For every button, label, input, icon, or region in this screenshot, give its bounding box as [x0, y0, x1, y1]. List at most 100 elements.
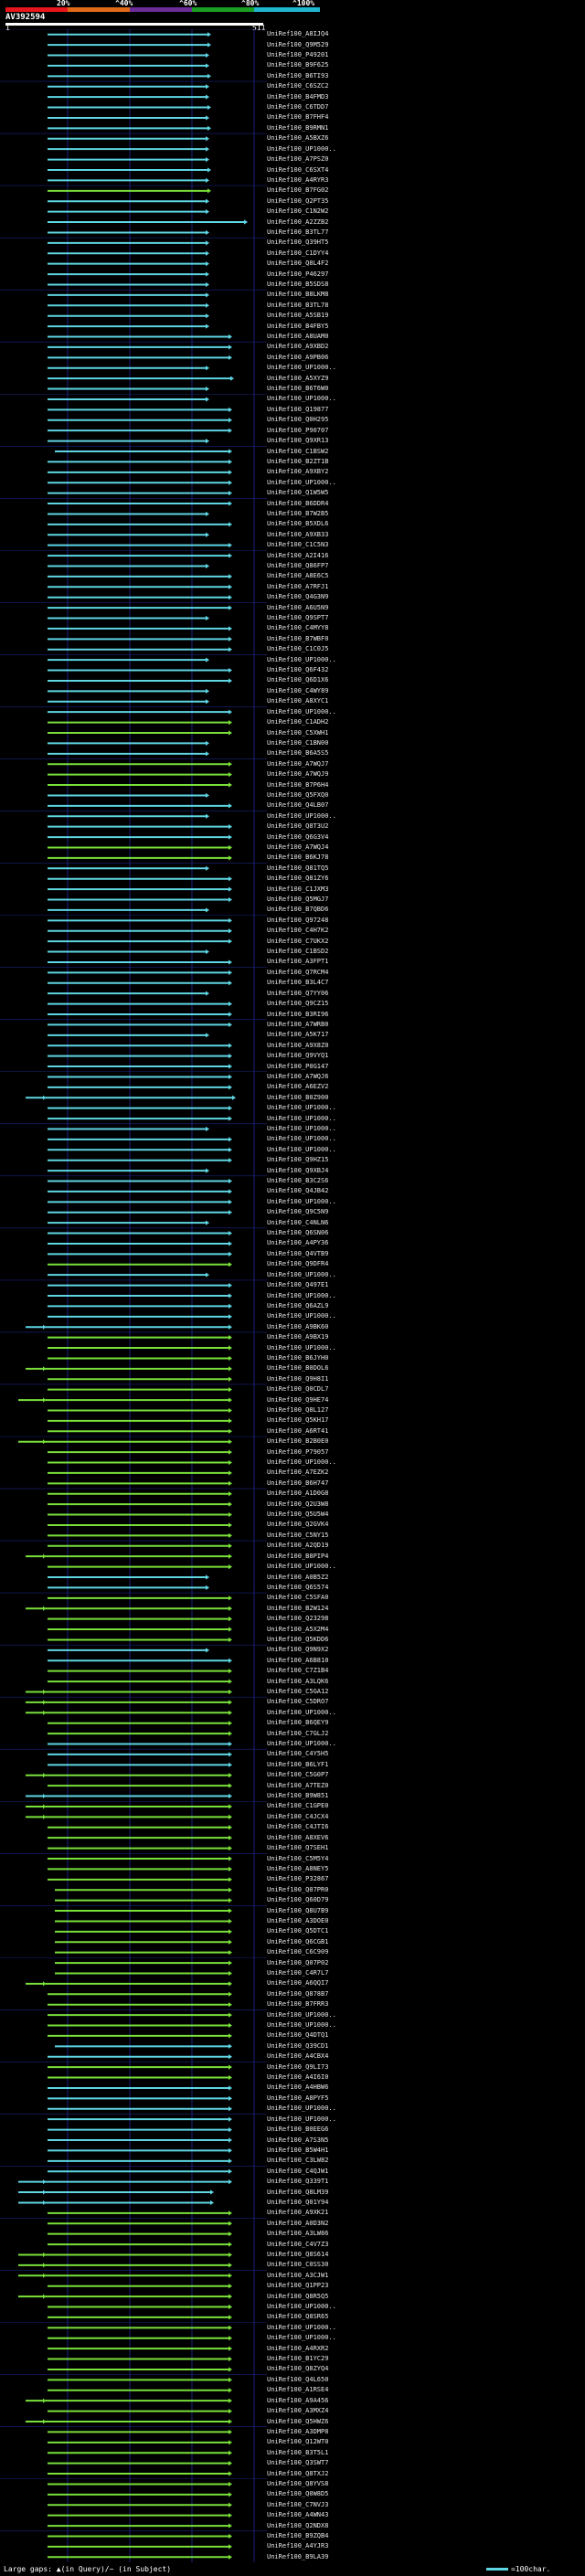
hit-label[interactable]: UniRef100_C4H7K2 — [267, 927, 329, 935]
hit-label[interactable]: UniRef100_Q497E1 — [267, 1281, 329, 1289]
hit-label[interactable]: UniRef100_B5W4H1 — [267, 2146, 329, 2154]
hit-label[interactable]: UniRef100_Q9HE74 — [267, 1395, 329, 1404]
hit-label[interactable]: UniRef100_Q878B7 — [267, 1989, 329, 1998]
hit-label[interactable]: UniRef100_Q81TQ5 — [267, 864, 329, 872]
hit-label[interactable]: UniRef100_Q9SPT7 — [267, 614, 329, 622]
hit-label[interactable]: UniRef100_C5DRO7 — [267, 1698, 329, 1706]
hit-label[interactable]: UniRef100_A7TEZ0 — [267, 1781, 329, 1789]
hit-label[interactable]: UniRef100_Q5KDD6 — [267, 1635, 329, 1643]
hit-label[interactable]: UniRef100_A3MXZ4 — [267, 2407, 329, 2415]
hit-label[interactable]: UniRef100_Q39HT5 — [267, 239, 329, 247]
hit-label[interactable]: UniRef100_B6T6W0 — [267, 385, 329, 393]
hit-label[interactable]: UniRef100_C1ADH2 — [267, 718, 329, 726]
hit-label[interactable]: UniRef100_A9XBD2 — [267, 343, 329, 351]
hit-label[interactable]: UniRef100_Q8TXJ2 — [267, 2469, 329, 2477]
hit-label[interactable]: UniRef100_A4I6I0 — [267, 2073, 329, 2082]
hit-label[interactable]: UniRef100_UP1000.. — [267, 1145, 336, 1153]
hit-label[interactable]: UniRef100_C7UKX2 — [267, 937, 329, 945]
hit-label[interactable]: UniRef100_B9F625 — [267, 61, 329, 69]
hit-label[interactable]: UniRef100_Q8LM39 — [267, 2188, 329, 2196]
hit-label[interactable]: UniRef100_Q5DTC1 — [267, 1927, 329, 1935]
hit-label[interactable]: UniRef100_A6QQI7 — [267, 1979, 329, 1988]
hit-label[interactable]: UniRef100_A6B810 — [267, 1656, 329, 1664]
hit-label[interactable]: UniRef100_UP1000.. — [267, 395, 336, 403]
hit-label[interactable]: UniRef100_B6H747 — [267, 1479, 329, 1487]
hit-label[interactable]: UniRef100_Q5KH17 — [267, 1416, 329, 1425]
hit-label[interactable]: UniRef100_Q2U3W8 — [267, 1500, 329, 1508]
hit-label[interactable]: UniRef100_Q4JB42 — [267, 1187, 329, 1195]
hit-label[interactable]: UniRef100_A5BXZ6 — [267, 134, 329, 143]
hit-label[interactable]: UniRef100_C1BSD2 — [267, 948, 329, 956]
hit-label[interactable]: UniRef100_B2W124 — [267, 1604, 329, 1612]
hit-label[interactable]: UniRef100_Q2PT35 — [267, 196, 329, 205]
hit-label[interactable]: UniRef100_Q8L4F2 — [267, 260, 329, 268]
hit-label[interactable]: UniRef100_Q9M529 — [267, 40, 329, 48]
hit-label[interactable]: UniRef100_C4QJW1 — [267, 2167, 329, 2175]
hit-label[interactable]: UniRef100_Q4L650 — [267, 2375, 329, 2383]
hit-label[interactable]: UniRef100_UP1000.. — [267, 1458, 336, 1467]
hit-label[interactable]: UniRef100_UP1000.. — [267, 1114, 336, 1122]
hit-label[interactable]: UniRef100_Q8YVS8 — [267, 2479, 329, 2487]
hit-label[interactable]: UniRef100_A8IJQ4 — [267, 30, 329, 38]
hit-label[interactable]: UniRef100_Q0CDL7 — [267, 1385, 329, 1394]
hit-label[interactable]: UniRef100_Q5MGJ7 — [267, 896, 329, 904]
hit-label[interactable]: UniRef100_B3TL77 — [267, 228, 329, 236]
hit-label[interactable]: UniRef100_P49201 — [267, 51, 329, 59]
hit-label[interactable]: UniRef100_P32867 — [267, 1875, 329, 1883]
hit-label[interactable]: UniRef100_Q81ZY6 — [267, 875, 329, 883]
hit-label[interactable]: UniRef100_B7FG02 — [267, 186, 329, 195]
hit-label[interactable]: UniRef100_B6A5S5 — [267, 749, 329, 758]
hit-label[interactable]: UniRef100_A7EZK2 — [267, 1468, 329, 1477]
hit-label[interactable]: UniRef100_Q1W5W5 — [267, 489, 329, 497]
hit-label[interactable]: UniRef100_A7PSZ0 — [267, 155, 329, 164]
hit-label[interactable]: UniRef100_C1DYY4 — [267, 249, 329, 257]
hit-label[interactable]: UniRef100_Q8SR65 — [267, 2313, 329, 2321]
hit-label[interactable]: UniRef100_C5GA12 — [267, 1687, 329, 1695]
hit-label[interactable]: UniRef100_UP1000.. — [267, 1343, 336, 1352]
hit-label[interactable]: UniRef100_Q07PR0 — [267, 1885, 329, 1893]
hit-label[interactable]: UniRef100_C4Y5H5 — [267, 1750, 329, 1758]
hit-label[interactable]: UniRef100_B7WBF0 — [267, 634, 329, 642]
hit-label[interactable]: UniRef100_A1RSE4 — [267, 2386, 329, 2394]
hit-label[interactable]: UniRef100_C4V7Z3 — [267, 2240, 329, 2248]
hit-label[interactable]: UniRef100_UP1000.. — [267, 1197, 336, 1205]
hit-label[interactable]: UniRef100_B7W2B5 — [267, 509, 329, 517]
hit-label[interactable]: UniRef100_Q6S574 — [267, 1583, 329, 1591]
hit-label[interactable]: UniRef100_B0Z900 — [267, 1093, 329, 1101]
hit-label[interactable]: UniRef100_P46297 — [267, 270, 329, 278]
hit-label[interactable]: UniRef100_Q39CD1 — [267, 2041, 329, 2050]
hit-label[interactable]: UniRef100_A1D0G8 — [267, 1489, 329, 1498]
hit-label[interactable]: UniRef100_B3RI96 — [267, 1010, 329, 1018]
hit-label[interactable]: UniRef100_A2QD19 — [267, 1542, 329, 1550]
hit-label[interactable]: UniRef100_C6SZC2 — [267, 82, 329, 90]
hit-label[interactable]: UniRef100_C6C909 — [267, 1948, 329, 1956]
hit-label[interactable]: UniRef100_Q9XR13 — [267, 437, 329, 445]
hit-label[interactable]: UniRef100_B4FMD3 — [267, 92, 329, 101]
hit-label[interactable]: UniRef100_A5K717 — [267, 1031, 329, 1039]
hit-label[interactable]: UniRef100_UP1000.. — [267, 1135, 336, 1143]
hit-label[interactable]: UniRef100_UP1000.. — [267, 1291, 336, 1299]
hit-label[interactable]: UniRef100_Q9VYQ1 — [267, 1052, 329, 1060]
hit-label[interactable]: UniRef100_A4PY36 — [267, 1239, 329, 1247]
hit-label[interactable]: UniRef100_A9PB06 — [267, 353, 329, 361]
hit-label[interactable]: UniRef100_C7GLJ2 — [267, 1729, 329, 1737]
hit-label[interactable]: UniRef100_C5M5Y4 — [267, 1854, 329, 1862]
hit-label[interactable]: UniRef100_B7FHF4 — [267, 113, 329, 122]
hit-label[interactable]: UniRef100_C4JTI6 — [267, 1823, 329, 1831]
hit-label[interactable]: UniRef100_A8NEY5 — [267, 1864, 329, 1872]
hit-label[interactable]: UniRef100_P79057 — [267, 1447, 329, 1456]
hit-label[interactable]: UniRef100_UP1000.. — [267, 2021, 336, 2030]
hit-label[interactable]: UniRef100_A7WQJ7 — [267, 759, 329, 768]
hit-label[interactable]: UniRef100_C0SS30 — [267, 2261, 329, 2269]
hit-label[interactable]: UniRef100_Q6G3V4 — [267, 832, 329, 841]
hit-label[interactable]: UniRef100_A8XEV6 — [267, 1833, 329, 1841]
hit-label[interactable]: UniRef100_UP1000.. — [267, 2115, 336, 2123]
hit-label[interactable]: UniRef100_C3LW82 — [267, 2157, 329, 2165]
hit-label[interactable]: UniRef100_A4YJR3 — [267, 2542, 329, 2550]
hit-label[interactable]: UniRef100_A4HBW6 — [267, 2083, 329, 2092]
hit-label[interactable]: UniRef100_B0EEG6 — [267, 2125, 329, 2134]
hit-label[interactable]: UniRef100_C5XWH1 — [267, 728, 329, 737]
hit-label[interactable]: UniRef100_A6RT41 — [267, 1426, 329, 1435]
hit-label[interactable]: UniRef100_A6EZV2 — [267, 1083, 329, 1091]
hit-label[interactable]: UniRef100_B8LKM8 — [267, 291, 329, 299]
